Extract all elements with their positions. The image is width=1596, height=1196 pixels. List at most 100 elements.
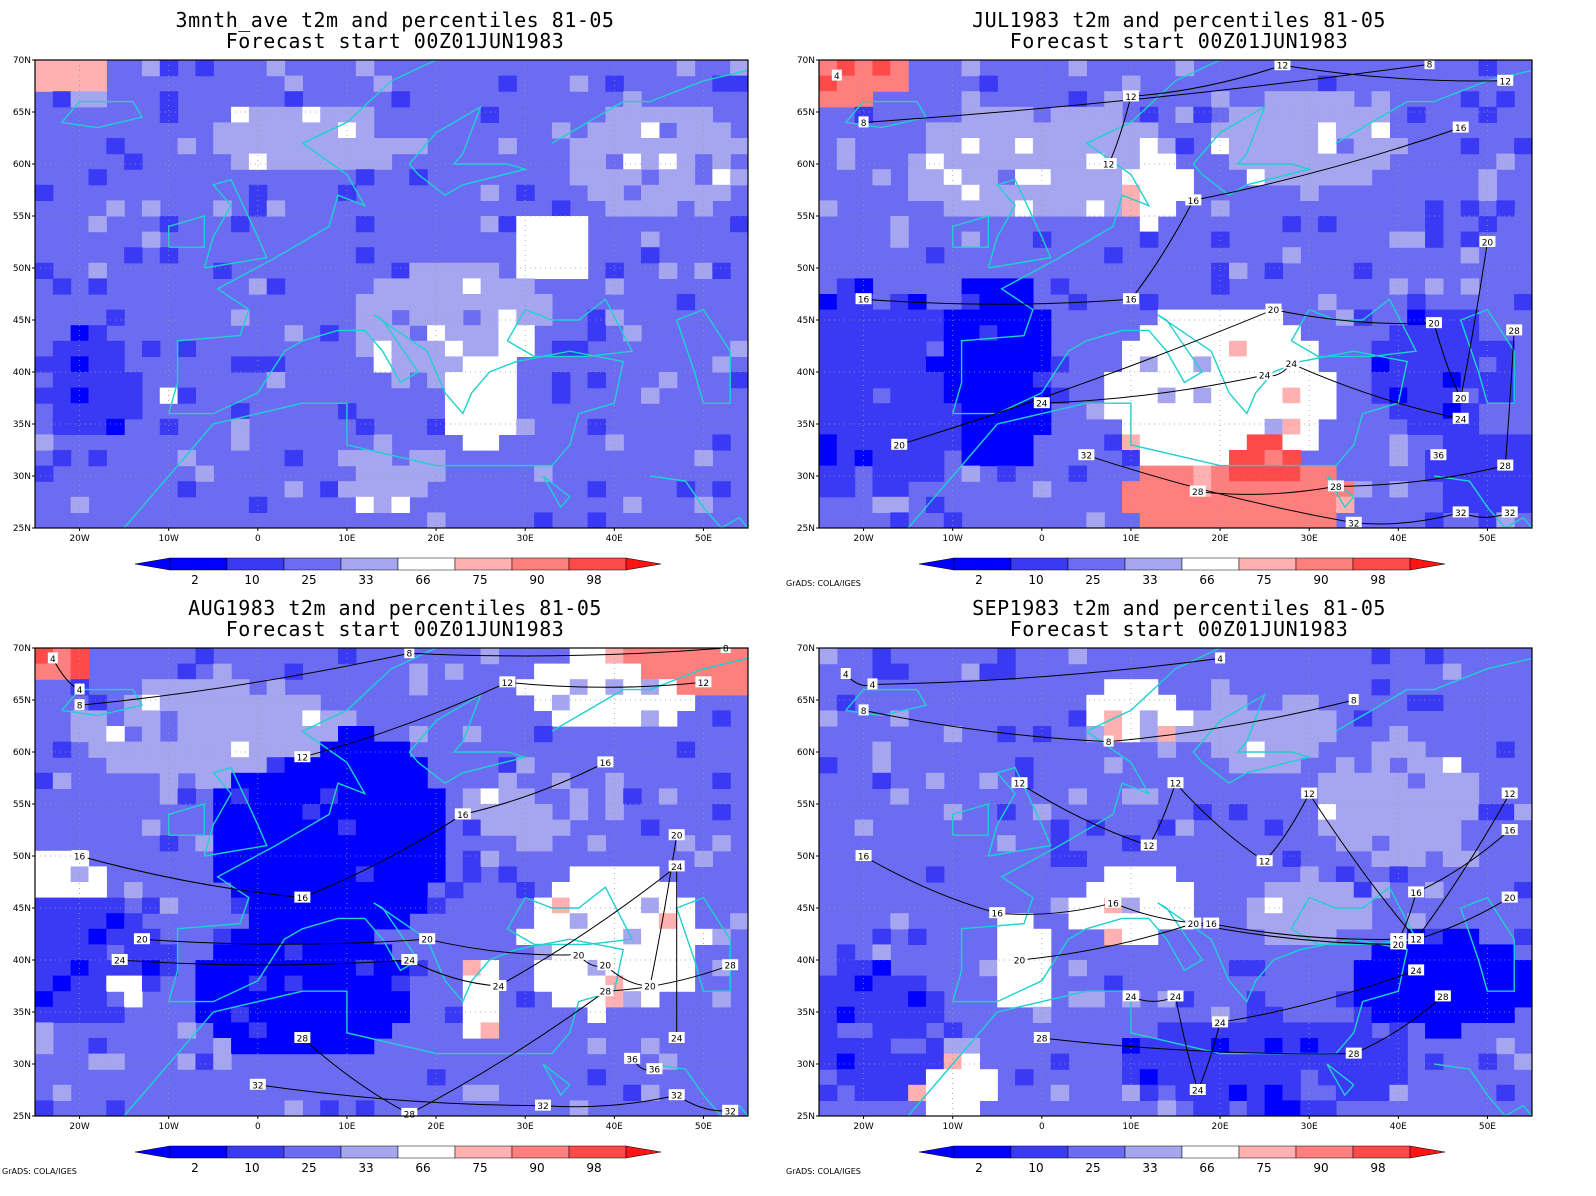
field-cell <box>159 757 179 774</box>
field-cell <box>1496 975 1515 992</box>
field-cell <box>1389 1006 1408 1023</box>
field-cell <box>1318 1100 1337 1116</box>
field-cell <box>266 991 286 1008</box>
field-cell <box>1264 325 1284 342</box>
field-cell <box>1086 200 1105 217</box>
contour-label: 28 <box>1330 483 1342 493</box>
field-cell <box>1478 450 1497 467</box>
field-cell <box>1157 169 1177 186</box>
field-cell <box>1282 465 1301 482</box>
field-cell <box>1104 975 1123 992</box>
field-cell <box>1193 496 1212 513</box>
colorbar-label: 75 <box>1256 1161 1271 1175</box>
colorbar-arrow-left <box>918 557 955 571</box>
field-cell <box>141 679 161 696</box>
field-cell <box>1282 106 1301 123</box>
field-cell <box>1478 944 1497 961</box>
chart-panel-jul: JUL1983 t2m and percentiles 81-05 Foreca… <box>784 0 1574 590</box>
field-cell <box>587 1069 606 1086</box>
field-cell <box>1425 648 1444 665</box>
contour-label-bg <box>891 438 908 450</box>
field-cell <box>516 418 535 435</box>
field-cell <box>409 866 428 883</box>
y-tick-label: 55N <box>13 212 31 222</box>
coastline <box>952 60 1221 414</box>
contour-label-bg <box>1100 158 1117 169</box>
field-cell <box>1228 138 1248 155</box>
field-cell <box>1460 91 1480 108</box>
field-cell <box>1175 882 1194 899</box>
colorbar-segment <box>1238 1145 1297 1159</box>
field-cell <box>1514 294 1532 311</box>
field-cell <box>177 757 197 774</box>
field-cell <box>676 106 696 123</box>
contour-label: 32 <box>1081 452 1092 462</box>
field-cell <box>427 804 446 821</box>
field-cell <box>979 106 998 123</box>
field-cell <box>569 991 589 1008</box>
field-cell <box>961 169 981 186</box>
field-cell <box>35 928 54 945</box>
field-cell <box>712 835 731 852</box>
field-cell <box>1086 403 1105 420</box>
field-cell <box>1264 897 1284 914</box>
field-cell <box>52 356 72 373</box>
y-tick-label: 50N <box>13 852 31 862</box>
colorbar-segment <box>397 557 456 571</box>
field-cell <box>284 772 303 789</box>
field-cell <box>997 138 1016 155</box>
field-cell <box>605 913 624 930</box>
field-cell <box>641 122 660 139</box>
field-cell <box>854 309 874 326</box>
field-cell <box>943 1022 963 1039</box>
field-cell <box>1228 481 1248 498</box>
field-cell <box>908 387 927 404</box>
field-cell <box>35 944 54 961</box>
field-cell <box>1015 106 1034 123</box>
field-cell <box>480 991 500 1008</box>
field-cell <box>534 897 553 914</box>
contour-label-bg <box>867 678 878 690</box>
field-cell <box>712 434 731 451</box>
field-cell <box>1246 309 1266 326</box>
field-cell <box>1104 387 1123 404</box>
field-cell <box>373 325 393 342</box>
field-cell <box>106 138 125 155</box>
field-cell <box>248 866 268 883</box>
colorbar-label: 90 <box>1313 573 1328 587</box>
field-cell <box>1264 122 1284 139</box>
field-cell <box>70 325 90 342</box>
chart-title: JUL1983 t2m and percentiles 81-05 <box>972 8 1386 32</box>
field-cell <box>1496 153 1515 170</box>
field-cell <box>355 169 375 186</box>
field-cell <box>88 710 107 727</box>
field-cell <box>872 772 891 789</box>
field-cell <box>819 1006 838 1023</box>
field-cell <box>266 819 286 836</box>
chart-title: 3mnth_ave t2m and percentiles 81-05 <box>175 8 615 32</box>
field-cell <box>1442 309 1462 326</box>
field-cell <box>1157 1069 1177 1086</box>
field-cell <box>658 928 678 945</box>
field-cell <box>1228 465 1248 482</box>
field-cell <box>1425 757 1444 774</box>
field-cell <box>836 356 856 373</box>
field-cell <box>1478 216 1497 233</box>
field-cell <box>231 788 250 805</box>
field-cell <box>587 913 606 930</box>
field-cell <box>1032 726 1052 743</box>
field-cell <box>587 153 606 170</box>
field-cell <box>658 262 678 279</box>
field-cell <box>88 216 107 233</box>
percentile-field <box>35 648 748 1116</box>
field-cell <box>1318 819 1337 836</box>
field-cell <box>355 975 375 992</box>
field-cell <box>141 897 161 914</box>
field-cell <box>925 465 945 482</box>
field-cell <box>569 866 589 883</box>
field-cell <box>35 850 54 867</box>
field-cell <box>1246 1084 1266 1101</box>
field-cell <box>641 913 660 930</box>
field-cell <box>266 106 286 123</box>
